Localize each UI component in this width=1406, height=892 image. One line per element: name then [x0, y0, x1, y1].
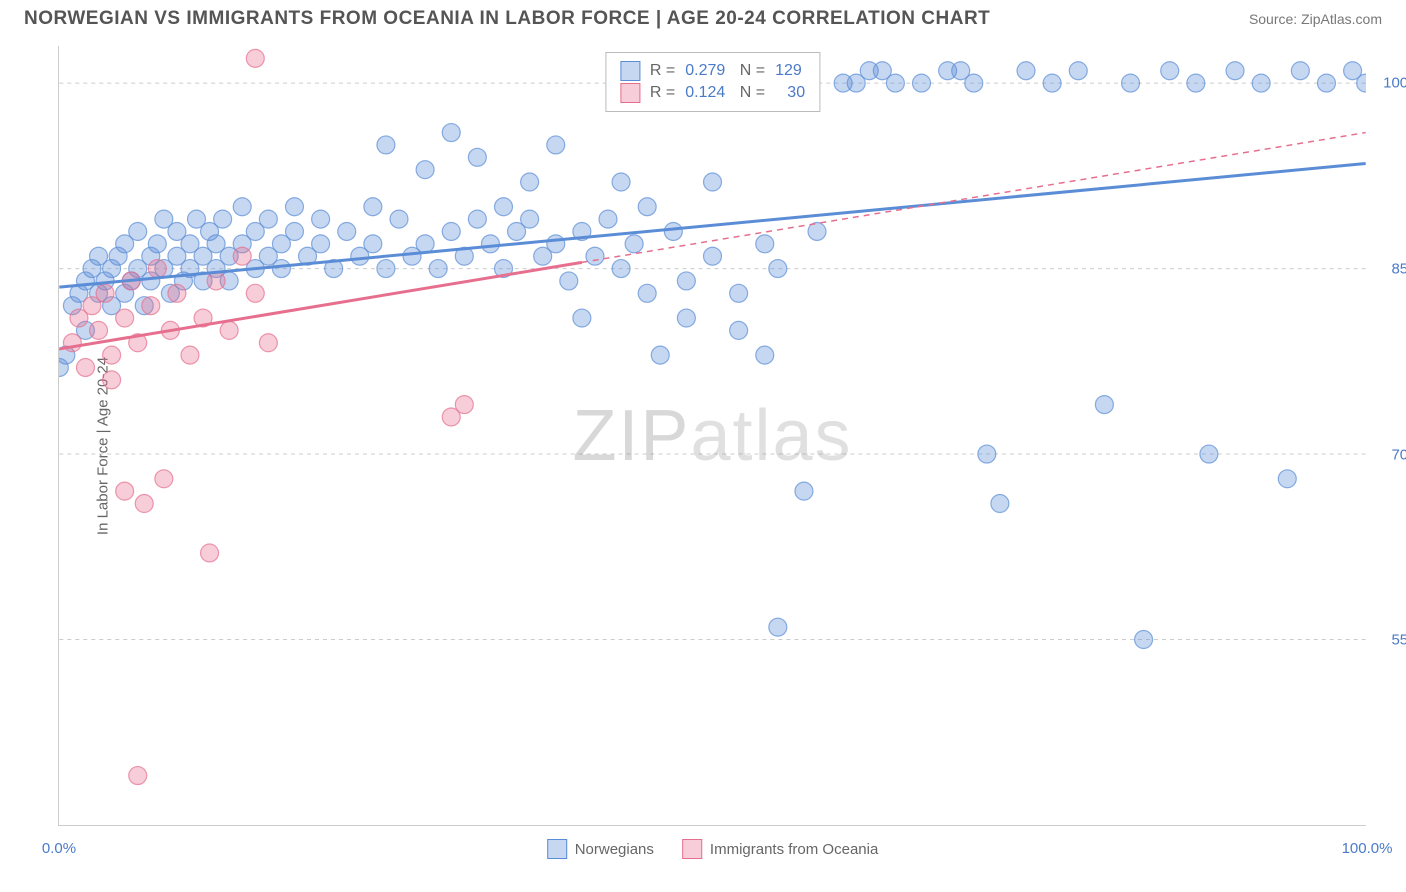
- swatch-icon: [682, 839, 702, 859]
- stat-n-label: N =: [735, 62, 765, 80]
- stat-n-value: 30: [775, 84, 805, 102]
- source-attribution: Source: ZipAtlas.com: [1249, 11, 1382, 27]
- legend-item-oceania: Immigrants from Oceania: [682, 839, 878, 859]
- stat-r-value: 0.279: [685, 62, 725, 80]
- y-tick-label: 70.0%: [1391, 446, 1406, 463]
- stat-r-label: R =: [650, 84, 675, 102]
- y-tick-label: 85.0%: [1391, 260, 1406, 277]
- chart-svg: [59, 46, 1366, 825]
- y-tick-label: 100.0%: [1383, 75, 1406, 92]
- chart-plot-area: ZIPatlas R = 0.279 N = 129 R = 0.124 N =…: [58, 46, 1366, 826]
- bottom-legend: Norwegians Immigrants from Oceania: [547, 839, 879, 859]
- stats-row-norwegians: R = 0.279 N = 129: [620, 61, 805, 81]
- legend-item-norwegians: Norwegians: [547, 839, 654, 859]
- swatch-icon: [620, 61, 640, 81]
- x-tick-label: 100.0%: [1342, 840, 1393, 857]
- swatch-icon: [620, 83, 640, 103]
- x-tick-label: 0.0%: [42, 840, 76, 857]
- legend-label: Norwegians: [575, 841, 654, 858]
- y-tick-label: 55.0%: [1391, 632, 1406, 649]
- stats-legend-box: R = 0.279 N = 129 R = 0.124 N = 30: [605, 52, 820, 112]
- stat-n-label: N =: [735, 84, 765, 102]
- stats-row-oceania: R = 0.124 N = 30: [620, 83, 805, 103]
- chart-title: NORWEGIAN VS IMMIGRANTS FROM OCEANIA IN …: [24, 8, 990, 30]
- swatch-icon: [547, 839, 567, 859]
- chart-header: NORWEGIAN VS IMMIGRANTS FROM OCEANIA IN …: [0, 0, 1406, 34]
- stat-r-label: R =: [650, 62, 675, 80]
- legend-label: Immigrants from Oceania: [710, 841, 878, 858]
- stat-n-value: 129: [775, 62, 802, 80]
- stat-r-value: 0.124: [685, 84, 725, 102]
